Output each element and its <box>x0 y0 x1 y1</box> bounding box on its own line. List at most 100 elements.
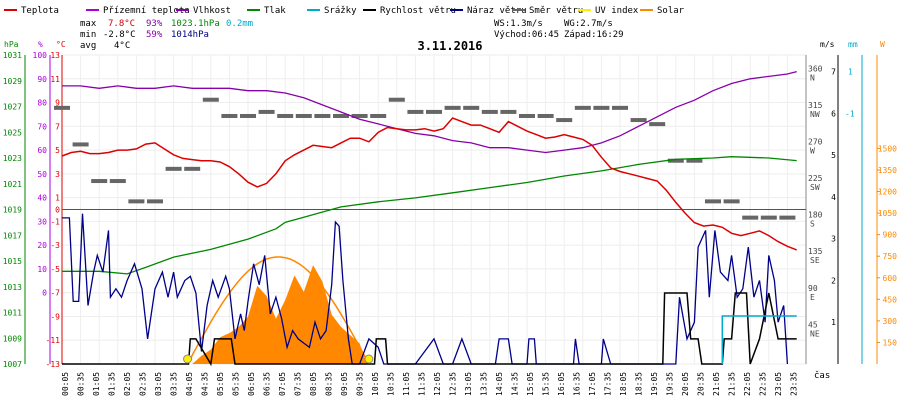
tick-wind: 3 <box>831 235 836 244</box>
wind-direction-mark <box>556 118 573 123</box>
series-rain <box>721 315 797 364</box>
tick-press: 1021 <box>3 180 22 189</box>
wind-direction-mark <box>519 113 535 118</box>
tick-dir-label: SW <box>810 183 820 192</box>
stats-max-temp: 7.8°C <box>108 19 135 29</box>
stats-min-label: min <box>80 30 96 40</box>
tick-temp: 13 <box>50 51 60 60</box>
x-tick-label: 10:05 <box>371 372 380 396</box>
x-tick-label: 09:05 <box>340 372 349 396</box>
tick-temp: 5 <box>55 146 60 155</box>
wind-direction-mark <box>463 105 480 110</box>
tick-hum: 80 <box>37 99 47 108</box>
tick-temp: -11 <box>46 336 61 345</box>
tick-temp: -3 <box>50 241 60 250</box>
x-tick-label: 22:05 <box>743 372 752 396</box>
stats-rain: 0.2mm <box>226 19 253 29</box>
wind-direction-mark <box>500 109 517 114</box>
tick-hum: 70 <box>37 122 47 131</box>
wind-direction-mark <box>370 113 387 118</box>
tick-press: 1015 <box>3 257 22 266</box>
tick-solar: 150 <box>883 338 898 347</box>
sunrise-marker <box>183 354 193 364</box>
wind-direction-mark <box>481 109 498 114</box>
wind-direction-mark <box>314 113 331 118</box>
tick-temp: 1 <box>55 194 60 203</box>
x-axis-label: čas <box>814 370 830 381</box>
tick-temp: -13 <box>46 360 61 369</box>
series-pressure <box>62 156 797 275</box>
legend-label-2: Vlhkost <box>193 6 231 16</box>
wind-direction-mark <box>388 97 405 102</box>
wind-direction-mark <box>705 199 721 204</box>
wind-direction-mark <box>202 97 219 102</box>
x-tick-label: 06:05 <box>247 372 256 396</box>
tick-temp: -9 <box>50 312 60 321</box>
tick-solar: 1200 <box>878 188 897 197</box>
stats-max-label: max <box>80 19 97 29</box>
series-temperature <box>61 117 797 251</box>
x-tick-label: 14:35 <box>511 372 520 396</box>
series-humidity <box>62 70 797 154</box>
tick-wind: 5 <box>831 151 836 160</box>
series-wind-speed <box>62 292 797 367</box>
tick-rain: -1 <box>845 109 855 118</box>
legend-label-5: Rychlost větru <box>380 6 456 16</box>
x-tick-label: 18:05 <box>619 372 628 396</box>
x-tick-label: 04:05 <box>185 372 194 396</box>
tick-dir: 360 <box>808 64 823 73</box>
axis-unit-5: W <box>880 40 885 49</box>
tick-press: 1029 <box>3 77 22 86</box>
wind-direction-mark <box>686 158 703 163</box>
tick-press: 1017 <box>3 231 22 240</box>
tick-dir: 315 <box>808 101 823 110</box>
x-tick-label: 21:05 <box>712 372 721 396</box>
tick-temp: 7 <box>55 122 60 131</box>
tick-solar: 300 <box>883 317 898 326</box>
axis-unit-3: m/s <box>820 40 835 49</box>
chart-title: 3.11.2016 <box>417 39 482 53</box>
x-tick-label: 19:05 <box>650 372 659 396</box>
stats-sunset: Západ:16:29 <box>564 30 624 40</box>
wind-direction-mark <box>779 215 796 220</box>
wind-direction-mark <box>593 105 610 110</box>
x-tick-label: 19:35 <box>666 372 675 396</box>
series-wind-gust <box>62 213 789 365</box>
tick-rain: 1 <box>848 68 853 77</box>
x-tick-label: 03:35 <box>170 372 179 396</box>
tick-hum: 10 <box>37 265 47 274</box>
axis-unit-1: % <box>38 40 43 49</box>
x-tick-label: 03:05 <box>154 372 163 396</box>
tick-dir-label: E <box>810 293 815 302</box>
wind-direction-mark <box>128 199 145 204</box>
tick-hum: 40 <box>37 194 47 203</box>
tick-temp: 3 <box>55 170 60 179</box>
tick-dir-label: N <box>810 73 815 82</box>
stats-avg-label: avg <box>80 41 96 51</box>
x-tick-label: 20:35 <box>697 372 706 396</box>
wind-direction-mark <box>165 166 182 171</box>
x-tick-label: 13:35 <box>480 372 489 396</box>
legend-label-6: Náraz větru <box>467 6 527 16</box>
x-tick-label: 00:05 <box>61 372 70 396</box>
tick-hum: 30 <box>37 217 47 226</box>
tick-press: 1027 <box>3 103 22 112</box>
tick-temp: 11 <box>50 75 60 84</box>
tick-solar: 750 <box>883 252 898 261</box>
wind-direction-mark <box>760 215 777 220</box>
x-tick-label: 11:35 <box>418 372 427 396</box>
x-tick-label: 22:35 <box>759 372 768 396</box>
wind-direction-mark <box>351 113 368 118</box>
x-tick-label: 13:05 <box>464 372 473 396</box>
x-tick-label: 16:35 <box>573 372 582 396</box>
x-tick-label: 23:35 <box>790 372 799 396</box>
x-tick-label: 08:05 <box>309 372 318 396</box>
tick-hum: 0 <box>42 289 47 298</box>
tick-dir: 225 <box>808 174 823 183</box>
wind-direction-mark <box>184 166 201 171</box>
tick-temp: 0 <box>55 206 60 215</box>
wind-direction-mark <box>649 122 666 127</box>
tick-hum: 20 <box>37 241 47 250</box>
wind-direction-mark <box>723 199 740 204</box>
wind-direction-mark <box>240 113 256 118</box>
